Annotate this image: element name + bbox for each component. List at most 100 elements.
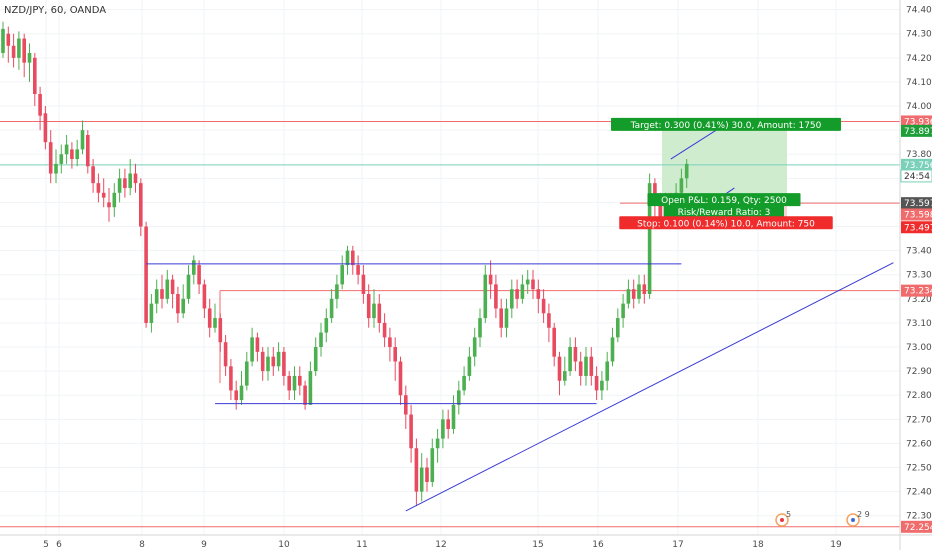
x-tick-label: 12 <box>435 540 446 550</box>
price-badge: 73.897 <box>904 127 932 137</box>
candle-body <box>404 395 408 415</box>
candle-body <box>292 375 297 391</box>
candle-body <box>298 375 302 386</box>
x-tick-label: 9 <box>201 540 207 550</box>
candle-body <box>515 289 519 299</box>
stop-label-bg <box>619 216 833 230</box>
candle-body <box>483 274 488 319</box>
candle-body <box>467 356 472 376</box>
candle-body <box>260 351 265 372</box>
target-label-bg <box>611 117 841 131</box>
candle-body <box>287 375 291 391</box>
price-badge-bg <box>901 197 932 210</box>
candle-body <box>91 166 95 184</box>
candle-body <box>351 250 355 266</box>
y-tick-label: 74.400 <box>906 6 932 16</box>
x-tick-label: 15 <box>532 540 543 550</box>
event-markers[interactable]: 5 2 9 <box>775 510 870 527</box>
candle-body <box>197 265 201 285</box>
candle-body <box>441 419 445 439</box>
horizontal-levels[interactable] <box>0 120 900 528</box>
candle-body <box>96 183 101 193</box>
y-tick-label: 74.000 <box>906 102 932 112</box>
candle-body <box>451 404 456 429</box>
candle-body <box>123 178 127 188</box>
candle-body <box>1 28 5 54</box>
candle-body <box>107 202 111 208</box>
price-axis[interactable]: 74.40074.30074.20074.10074.00073.90073.8… <box>899 0 932 550</box>
x-tick-label: 19 <box>830 540 842 550</box>
candle-body <box>494 284 498 309</box>
price-badge-bg <box>901 284 932 297</box>
candle-body <box>319 332 323 348</box>
y-tick-label: 72.600 <box>906 439 932 449</box>
candle-body <box>457 390 461 405</box>
candle-body <box>70 149 74 160</box>
y-tick-label: 72.500 <box>906 464 932 474</box>
y-tick-label: 73.000 <box>906 343 932 353</box>
y-tick-label: 73.300 <box>906 271 932 281</box>
candle-body <box>239 385 244 401</box>
candle-body <box>186 274 191 299</box>
candle-body <box>435 438 440 449</box>
candle-body <box>499 308 503 328</box>
price-badge: 73.597 <box>904 199 932 209</box>
candle-body <box>335 284 339 299</box>
y-tick-label: 72.300 <box>906 512 932 522</box>
event-dot <box>780 518 784 522</box>
candle-body <box>488 274 493 285</box>
candle-body <box>446 419 450 429</box>
y-tick-label: 74.200 <box>906 54 932 64</box>
candle-body <box>361 274 366 295</box>
candle-body <box>605 361 609 381</box>
candle-body <box>308 371 313 405</box>
x-tick-label: 11 <box>356 540 367 550</box>
price-badge: 73.497 <box>904 223 932 233</box>
x-tick-label: 16 <box>592 540 604 550</box>
candle-body <box>525 279 530 285</box>
candle-body <box>631 289 636 299</box>
candle-body <box>510 289 514 309</box>
candle-body <box>584 356 588 376</box>
candle-body <box>541 298 546 314</box>
candle-body <box>472 337 477 357</box>
candle-body <box>59 154 64 164</box>
candle-body <box>658 202 662 217</box>
rr-label: Risk/Reward Ratio: 3 <box>678 208 771 218</box>
candle-body <box>86 134 90 167</box>
candle-body <box>552 327 556 357</box>
time-axis[interactable]: 5 6 8 9 10 11 12 15 16 17 18 19 <box>0 534 932 550</box>
candle-body <box>43 113 48 143</box>
candle-body <box>133 173 138 184</box>
pnl-label: Open P&L: 0.159, Qty: 2500 <box>661 196 787 206</box>
target-label: Target: 0.300 (0.41%) 30.0, Amount: 1750 <box>630 121 822 131</box>
event-count: 5 <box>786 510 791 519</box>
candle-body <box>377 303 382 323</box>
candle-body <box>578 361 583 376</box>
pnl-label-bg <box>647 193 801 207</box>
candle-body <box>234 390 238 401</box>
candle-body <box>329 298 334 319</box>
event-count: 2 9 <box>857 510 870 519</box>
candle-body <box>616 318 620 338</box>
candle-body <box>27 53 32 63</box>
trend-line <box>405 262 894 512</box>
y-tick-label: 73.400 <box>906 247 932 257</box>
candle-body <box>557 356 562 381</box>
candle-body <box>520 284 525 299</box>
y-tick-label: 73.200 <box>906 295 932 305</box>
x-tick-label: 10 <box>278 540 290 550</box>
candle-body <box>589 356 594 376</box>
candle-body <box>409 414 413 449</box>
position-tool[interactable]: Target: 0.300 (0.41%) 30.0, Amount: 1750… <box>611 117 841 230</box>
candle-body <box>218 318 223 343</box>
candle-body <box>128 173 132 188</box>
candle-body <box>266 356 270 372</box>
candle-body <box>653 183 657 203</box>
price-badge-bg <box>901 520 932 533</box>
x-tick-label: 17 <box>672 540 683 550</box>
candle-body <box>462 375 466 391</box>
trend-line <box>670 124 725 160</box>
symbol-title: NZD/JPY, 60, OANDA <box>4 5 106 16</box>
